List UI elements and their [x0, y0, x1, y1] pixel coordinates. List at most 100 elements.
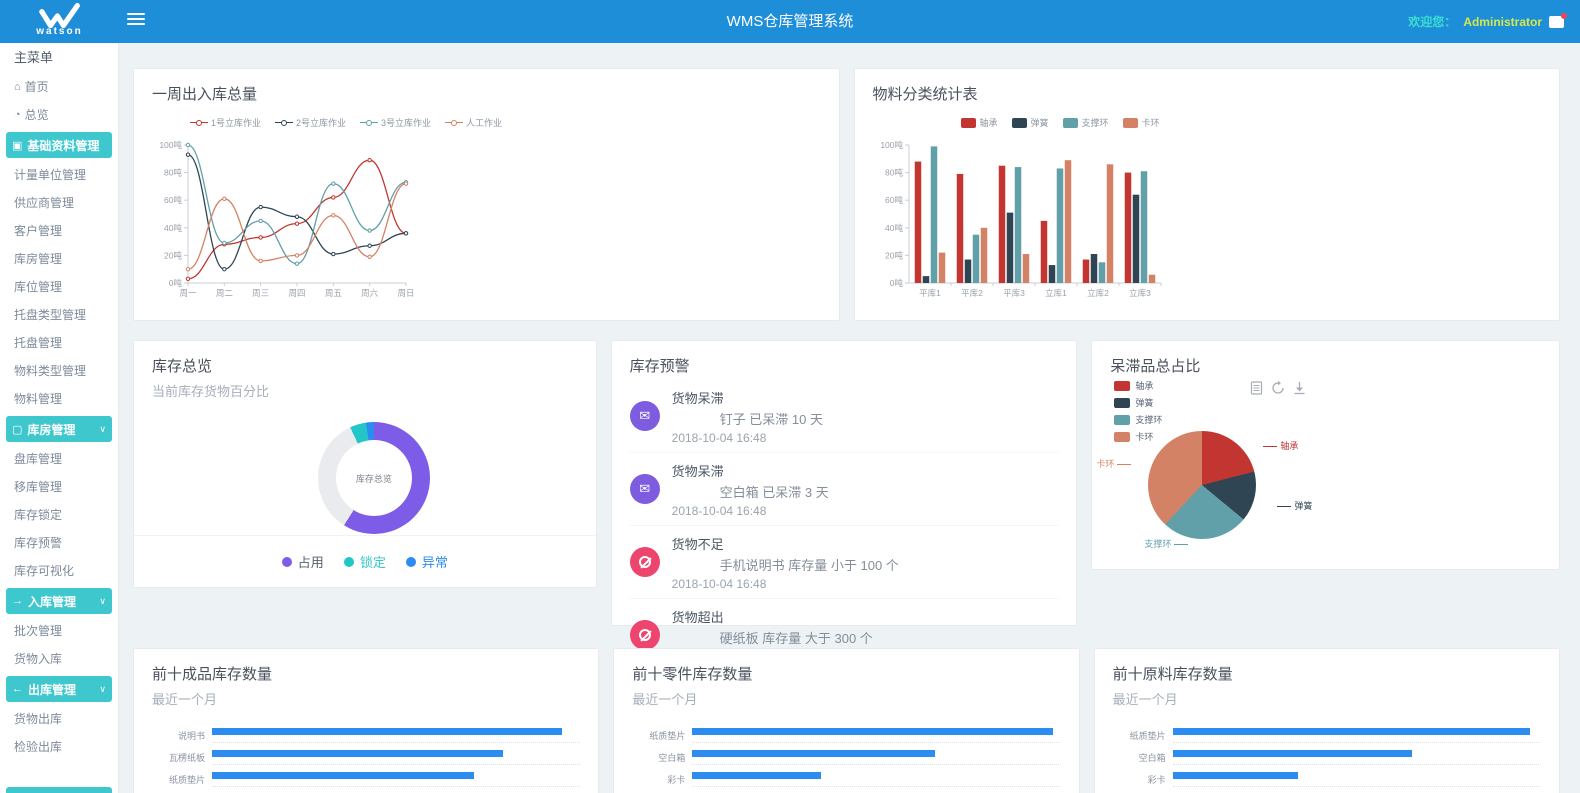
hbar-row: 纸质垫片 [632, 724, 1061, 746]
sidebar-item-货物入库[interactable]: 货物入库 [0, 645, 118, 673]
svg-text:周日: 周日 [397, 288, 414, 298]
restore-icon[interactable] [1271, 381, 1285, 395]
card-title: 物料分类统计表 [872, 86, 978, 103]
sidebar-item-托盘类型管理[interactable]: 托盘类型管理 [0, 301, 118, 329]
hbar-label: 空白箱 [658, 752, 686, 763]
legend-item-轴承[interactable]: 轴承 [960, 116, 998, 129]
sidebar-item-label: 库存预警 [14, 536, 63, 550]
alert-type: 货物呆滞 [671, 391, 724, 406]
sidebar-item-库位管理[interactable]: 库位管理 [0, 273, 118, 301]
legend-item-占用[interactable]: 占用 [281, 552, 324, 571]
sidebar-item-出库管理[interactable]: ← 出库管理 ∨ [6, 676, 112, 702]
chart-toolbar [1250, 381, 1306, 395]
data-view-icon[interactable] [1250, 381, 1263, 395]
card-title: 一周出入库总量 [152, 86, 258, 103]
sidebar-item-入库管理[interactable]: → 入库管理 ∨ [6, 588, 112, 614]
legend-item-支撑环[interactable]: 支撑环 [1114, 413, 1162, 426]
sidebar-item-label: 移库管理 [14, 480, 63, 494]
sidebar-item-检验出库[interactable]: 检验出库 [0, 733, 118, 761]
svg-text:0吨: 0吨 [889, 278, 903, 288]
legend-item-卡环[interactable]: 卡环 [1122, 116, 1160, 129]
sidebar-item-label: 库位管理 [14, 280, 63, 294]
hbar-bar [692, 728, 1054, 735]
sidebar-item-label: 物料类型管理 [14, 364, 87, 378]
download-icon[interactable] [1293, 381, 1306, 395]
hbar-label: 空白箱 [1138, 752, 1166, 763]
mail-icon: ✉ [629, 401, 660, 431]
sidebar-item-托盘管理[interactable]: 托盘管理 [0, 329, 118, 357]
sidebar-item-label: 计量单位管理 [14, 168, 87, 182]
card-stock-alerts: 库存预警 ✉ 货物呆滞 钉子 已呆滞 10 天 2018-10-04 16:48 ✉ 货物… [610, 340, 1078, 664]
stagnant-pie-legend: 轴承 弹簧 支撑环 卡环 [1114, 379, 1162, 447]
card-inventory-overview: 库存总览 当前库存货物百分比 库存总览 占用 锁定 异常 [133, 340, 597, 588]
legend-item-1号立库作业[interactable]: 1号立库作业 [190, 116, 261, 129]
legend-item-锁定[interactable]: 锁定 [343, 552, 386, 571]
sidebar-item-物料类型管理[interactable]: 物料类型管理 [0, 357, 118, 385]
card-top-finished: 前十成品库存数量 最近一个月 说明书瓦楞纸板纸质垫片空白箱 [133, 648, 600, 793]
hbar-bar [212, 728, 562, 735]
svg-text:80吨: 80吨 [885, 168, 903, 178]
donut-center-label: 库存总览 [335, 440, 412, 516]
svg-text:40吨: 40吨 [885, 223, 903, 233]
logo-text: watson [36, 26, 83, 37]
material-stats-bar-chart: 0吨 20吨 40吨 60吨 80吨 100吨 平库1 平库2 平库3 立库1 立库2 立库3 [873, 135, 1542, 310]
sidebar-item-partial[interactable] [6, 787, 112, 793]
sidebar-item-库房管理[interactable]: ▢ 库房管理 ∨ [6, 416, 112, 442]
hbar-bar [1172, 772, 1298, 779]
sidebar-item-label: 库房管理 [27, 422, 76, 437]
sidebar-item-计量单位管理[interactable]: 计量单位管理 [0, 161, 118, 189]
sidebar-item-盘库管理[interactable]: 盘库管理 [0, 445, 118, 473]
legend-item-支撑环[interactable]: 支撑环 [1062, 116, 1109, 129]
inventory-donut-legend: 占用 锁定 异常 [134, 535, 596, 587]
svg-text:平库2: 平库2 [961, 288, 983, 298]
alert-description: 钉子 已呆滞 10 天 [719, 412, 823, 427]
card-title: 库存预警 [629, 358, 690, 375]
sidebar-item-客户管理[interactable]: 客户管理 [0, 217, 118, 245]
legend-item-异常[interactable]: 异常 [405, 552, 448, 571]
sidebar-item-label: 基础资料管理 [27, 138, 100, 153]
sidebar-item-物料管理[interactable]: 物料管理 [0, 385, 118, 413]
sidebar-item-移库管理[interactable]: 移库管理 [0, 473, 118, 501]
sidebar-item-库存预警[interactable]: 库存预警 [0, 529, 118, 557]
hbar-bar [212, 750, 503, 757]
sidebar-item-库存锁定[interactable]: 库存锁定 [0, 501, 118, 529]
sidebar-section-title: 主菜单 [14, 50, 54, 65]
pie-slice-label-卡环: 卡环 [1096, 457, 1134, 470]
sidebar-item-label: 供应商管理 [14, 196, 75, 210]
sidebar-item-label: 入库管理 [28, 594, 77, 609]
sidebar-item-总览[interactable]: ◔ 总览 [0, 101, 118, 129]
sidebar-item-label: 货物入库 [14, 652, 63, 666]
notification-flag-icon[interactable] [1549, 12, 1567, 28]
sidebar-item-基础资料管理[interactable]: ▣ 基础资料管理 [6, 132, 112, 158]
legend-item-人工作业[interactable]: 人工作业 [445, 116, 502, 129]
svg-text:0吨: 0吨 [169, 278, 183, 288]
pie-slice-label-弹簧: 弹簧 [1274, 499, 1312, 512]
svg-text:平库1: 平库1 [919, 288, 941, 298]
legend-item-2号立库作业[interactable]: 2号立库作业 [275, 116, 346, 129]
home-icon: ⌂ [14, 81, 21, 93]
app-logo: watson [0, 0, 119, 43]
sidebar-item-label: 盘库管理 [14, 452, 63, 466]
legend-item-轴承[interactable]: 轴承 [1114, 379, 1162, 392]
legend-item-弹簧[interactable]: 弹簧 [1011, 116, 1049, 129]
sidebar-item-label: 库存锁定 [14, 508, 63, 522]
hamburger-menu-icon[interactable] [127, 13, 145, 28]
sidebar-item-库存可视化[interactable]: 库存可视化 [0, 557, 118, 585]
sidebar-item-供应商管理[interactable]: 供应商管理 [0, 189, 118, 217]
hbar-bar [212, 772, 474, 779]
legend-item-3号立库作业[interactable]: 3号立库作业 [360, 116, 431, 129]
sidebar-item-批次管理[interactable]: 批次管理 [0, 617, 118, 645]
svg-text:立库3: 立库3 [1129, 288, 1151, 298]
legend-item-弹簧[interactable]: 弹簧 [1114, 396, 1162, 409]
top-parts-bar-chart: 纸质垫片空白箱彩卡说明书 [632, 724, 1061, 793]
sidebar-item-库房管理[interactable]: 库房管理 [0, 245, 118, 273]
svg-text:40吨: 40吨 [164, 223, 182, 233]
alert-timestamp: 2018-10-04 16:48 [671, 504, 767, 518]
svg-text:周五: 周五 [325, 288, 343, 298]
legend-item-卡环[interactable]: 卡环 [1114, 430, 1162, 443]
material-stats-legend: 轴承 弹簧 支撑环 卡环 [960, 116, 1542, 129]
sidebar-item-首页[interactable]: ⌂ 首页 [0, 73, 118, 101]
current-user[interactable]: Administrator [1463, 14, 1542, 29]
sidebar-item-货物出库[interactable]: 货物出库 [0, 705, 118, 733]
warehouse-icon: ▢ [12, 423, 23, 436]
